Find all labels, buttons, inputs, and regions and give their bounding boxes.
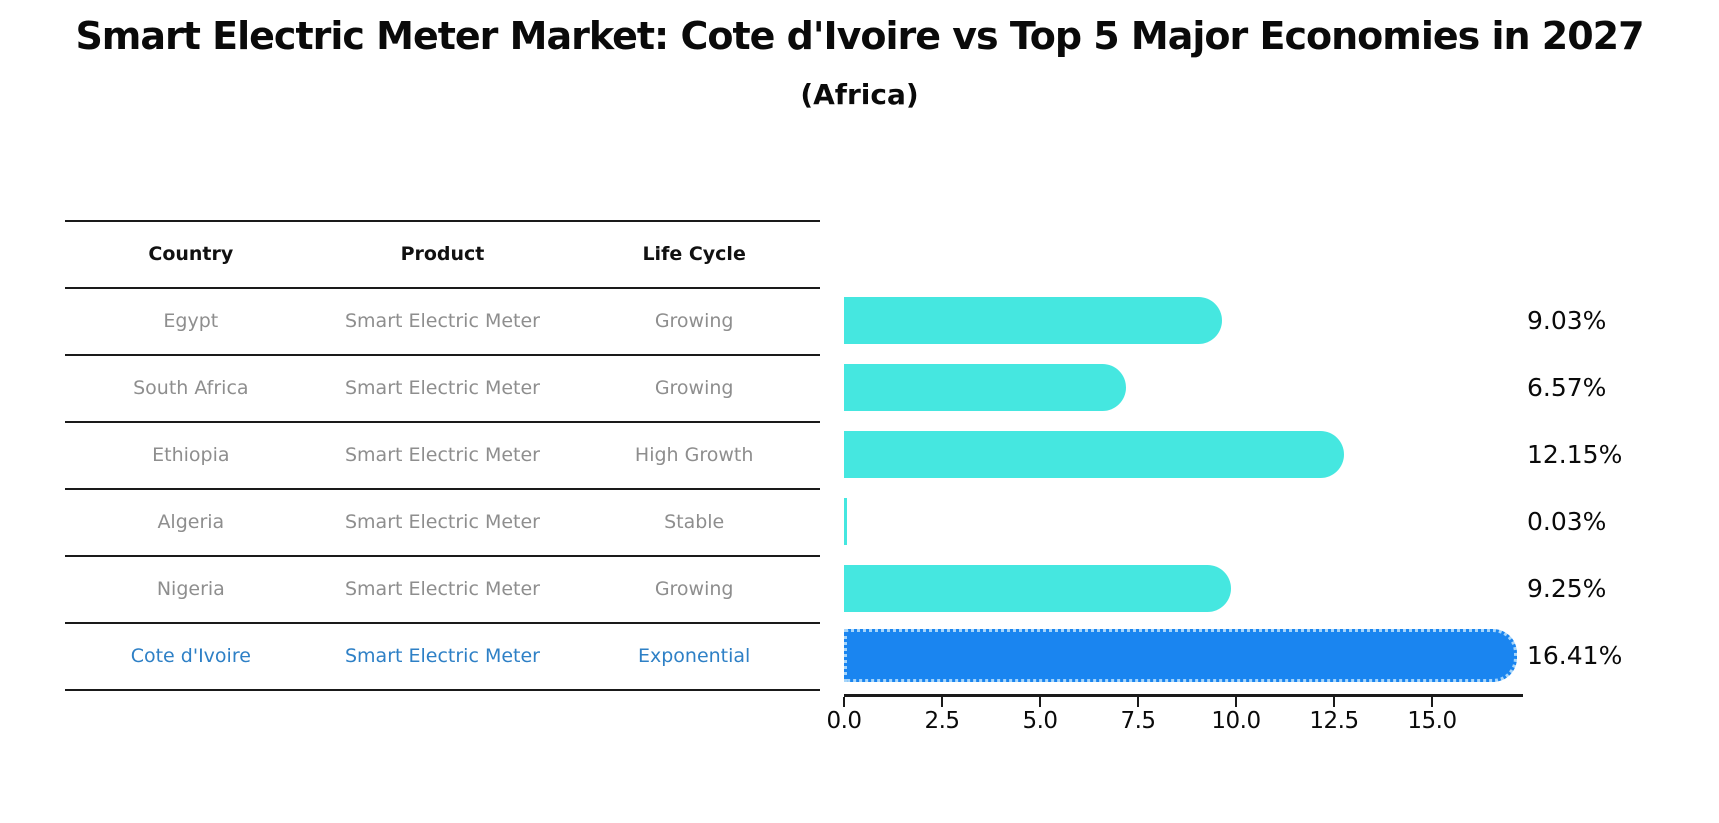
table-cell-country: Algeria: [157, 511, 225, 533]
x-tick-mark: [843, 697, 845, 707]
x-tick-label: 15.0: [1407, 708, 1457, 734]
x-tick-label: 5.0: [1022, 708, 1058, 734]
table-cell-product: Smart Electric Meter: [344, 578, 540, 600]
table-row-divider: [65, 488, 820, 490]
table-row-divider: [65, 689, 820, 691]
table-header-divider: [65, 287, 820, 289]
table-cell-life_cycle: Growing: [654, 310, 734, 332]
x-tick-label: 12.5: [1309, 708, 1359, 734]
x-tick-mark: [1039, 697, 1041, 707]
table-cell-country: Nigeria: [156, 578, 225, 600]
table-cell-country: Ethiopia: [152, 444, 230, 466]
x-tick-mark: [941, 697, 943, 707]
bar: [844, 565, 1231, 612]
table-row-divider: [65, 622, 820, 624]
table-header-country: Country: [148, 243, 234, 265]
x-tick-label: 7.5: [1120, 708, 1156, 734]
table-cell-life_cycle: Growing: [654, 377, 734, 399]
table-cell-country: Egypt: [163, 310, 219, 332]
table-cell-country: South Africa: [133, 377, 249, 399]
x-tick-label: 0.0: [826, 708, 862, 734]
table-cell-life_cycle: Growing: [654, 578, 734, 600]
table-cell-life_cycle: Stable: [664, 511, 725, 533]
x-tick-mark: [1333, 697, 1335, 707]
x-tick-label: 2.5: [924, 708, 960, 734]
x-tick-mark: [1431, 697, 1433, 707]
x-axis-line: [844, 694, 1523, 697]
bar-highlight: [844, 629, 1517, 682]
table-row-divider: [65, 421, 820, 423]
table-cell-life_cycle: Exponential: [637, 645, 751, 667]
table-cell-product: Smart Electric Meter: [344, 444, 540, 466]
x-tick-mark: [1235, 697, 1237, 707]
value-label: 12.15%: [1527, 440, 1623, 469]
table-header-product: Product: [400, 243, 485, 265]
table-row-divider: [65, 555, 820, 557]
table-top-border: [65, 220, 820, 222]
table-cell-product: Smart Electric Meter: [344, 310, 540, 332]
x-tick-mark: [1137, 697, 1139, 707]
table-cell-product: Smart Electric Meter: [344, 511, 540, 533]
value-label: 16.41%: [1527, 641, 1623, 670]
bar: [844, 498, 847, 545]
table-row-divider: [65, 354, 820, 356]
bar: [844, 297, 1222, 344]
bar: [844, 431, 1344, 478]
table-header-life_cycle: Life Cycle: [642, 243, 746, 265]
chart-title: Smart Electric Meter Market: Cote d'Ivoi…: [75, 14, 1644, 58]
table-cell-country: Cote d'Ivoire: [130, 645, 251, 667]
value-label: 9.25%: [1527, 574, 1607, 603]
value-label: 9.03%: [1527, 306, 1607, 335]
table-cell-life_cycle: High Growth: [634, 444, 754, 466]
table-cell-product: Smart Electric Meter: [344, 645, 540, 667]
bar: [844, 364, 1126, 411]
value-label: 6.57%: [1527, 373, 1607, 402]
table-cell-product: Smart Electric Meter: [344, 377, 540, 399]
x-tick-label: 10.0: [1211, 708, 1261, 734]
chart-subtitle: (Africa): [800, 78, 919, 111]
value-label: 0.03%: [1527, 507, 1607, 536]
